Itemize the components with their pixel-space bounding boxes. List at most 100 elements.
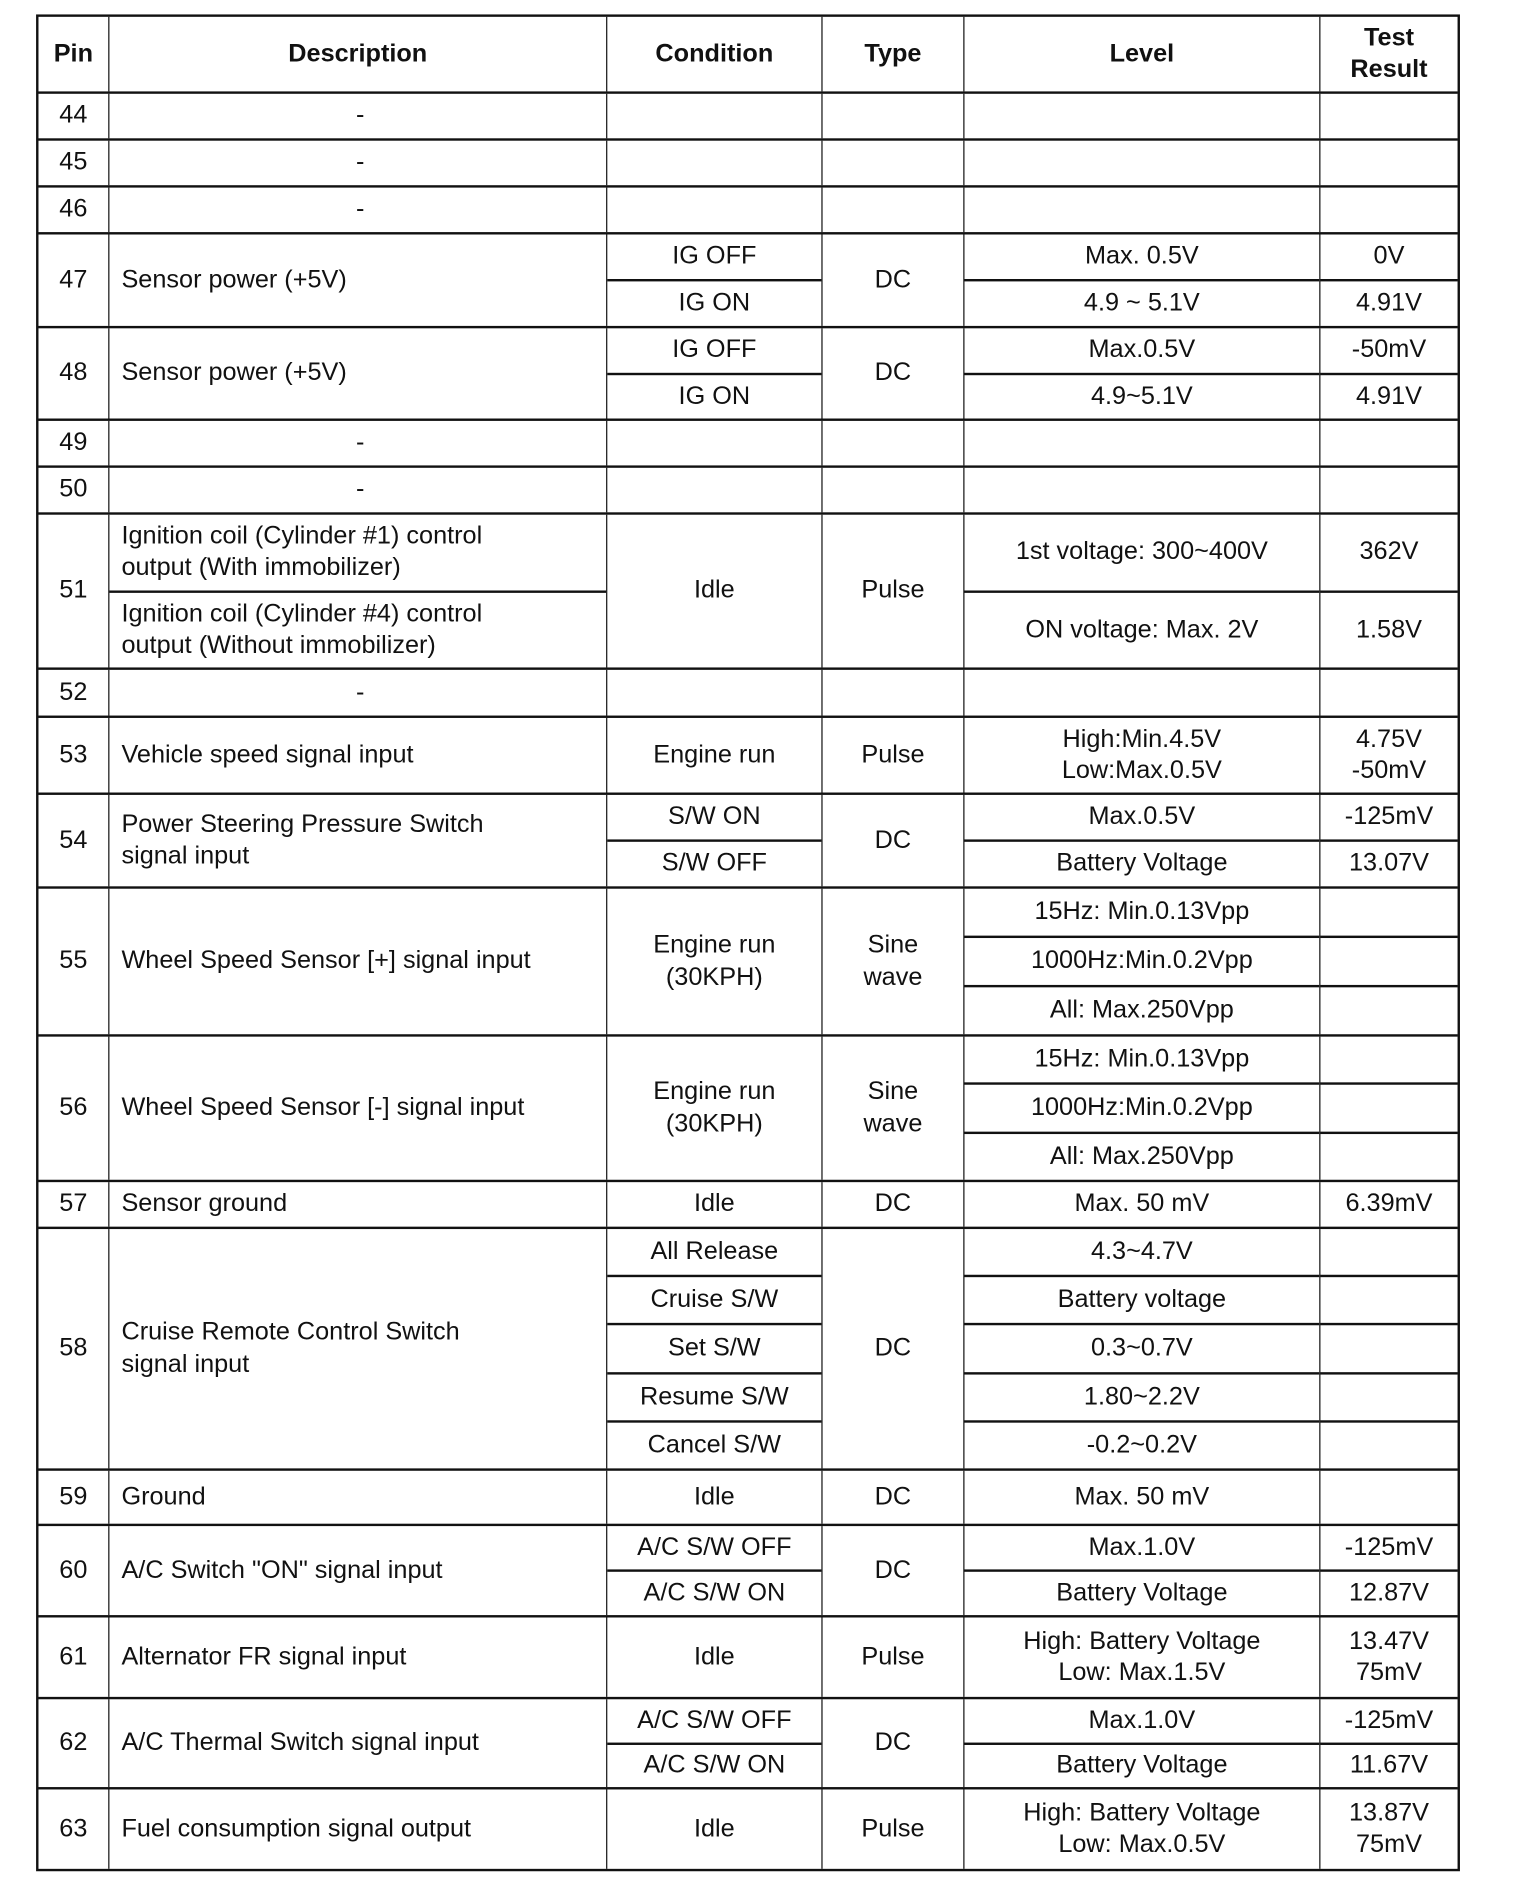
header-pin: Pin [53, 39, 93, 68]
test-result-cell [1320, 1037, 1458, 1086]
level-cell: All: Max.250Vpp [1049, 996, 1234, 1024]
level-cell: Max.1.0V [964, 1526, 1320, 1572]
level-cell: Max. 50 mV [1074, 1189, 1210, 1218]
type-cell: DC [874, 265, 912, 294]
table-row: 49 - [38, 420, 1458, 468]
level-column: 15Hz: Min.0.13Vpp 1000Hz:Min.0.2Vpp All: M… [964, 1036, 1321, 1180]
type-cell: DC [874, 1728, 912, 1757]
condition-cell: Cancel S/W [647, 1430, 782, 1459]
description-column: - [109, 467, 608, 513]
level-cell: All: Max.250Vpp [1049, 1142, 1234, 1170]
level-cell [964, 188, 1319, 232]
level-cell: Max.0.5V [964, 328, 1320, 375]
test-result-column: 4.75V -50mV [1320, 718, 1457, 793]
table-header: Pin Description Condition Type Level Tes… [38, 16, 1458, 94]
test-result-column [1320, 889, 1458, 1035]
description-cell: Ignition coil (Cylinder #1) control outp… [109, 515, 607, 593]
pin-cell: 50 [59, 475, 88, 504]
description-cell: A/C Thermal Switch signal input [121, 1728, 479, 1757]
description-column: Power Steering Pressure Switch signal in… [109, 794, 608, 887]
test-result-column: 362V 1.58V [1320, 515, 1458, 668]
test-result-cell [1320, 1277, 1458, 1326]
test-result-cell: -125mV [1320, 1699, 1458, 1745]
description-cell: Ground [121, 1482, 206, 1511]
level-cell: 15Hz: Min.0.13Vpp [964, 889, 1320, 939]
condition-column [607, 669, 823, 716]
level-column [964, 140, 1321, 186]
test-result-cell: 13.87V 75mV [1348, 1798, 1430, 1859]
pin-column: 56 [38, 1036, 110, 1180]
pin-cell: 46 [59, 195, 88, 223]
level-column: Max.1.0V Battery Voltage [964, 1526, 1321, 1616]
type-column: Pulse [823, 514, 965, 668]
level-column [964, 669, 1321, 716]
description-column: Fuel consumption signal output [109, 1789, 608, 1869]
description-column: Wheel Speed Sensor [+] signal input [109, 888, 608, 1035]
description-column: Vehicle speed signal input [109, 717, 608, 793]
pin-cell: 59 [59, 1482, 88, 1511]
description-cell: Cruise Remote Control Switch signal inpu… [121, 1318, 460, 1378]
condition-cell: Idle [693, 1642, 735, 1671]
type-cell [823, 670, 964, 716]
pin-column: 58 [38, 1229, 110, 1469]
type-column: DC [823, 328, 965, 419]
description-column: Ignition coil (Cylinder #1) control outp… [109, 514, 608, 668]
description-column: Ground [109, 1470, 608, 1524]
table-row: 46 - [38, 187, 1458, 235]
test-result-cell [1320, 468, 1457, 512]
test-result-cell: 4.75V -50mV [1351, 724, 1427, 785]
level-cell [964, 468, 1319, 512]
level-cell: Max.1.0V [964, 1699, 1320, 1745]
table-row: 50 - [38, 467, 1458, 515]
condition-cell: IG OFF [607, 328, 822, 375]
condition-column: Idle [607, 514, 823, 668]
pin-column: 46 [38, 187, 110, 233]
test-result-column: -125mV 12.87V [1320, 1526, 1458, 1615]
level-cell [964, 670, 1319, 716]
type-column [823, 140, 965, 186]
condition-cell: IG ON [678, 381, 751, 410]
description-column: A/C Switch "ON" signal input [109, 1526, 608, 1616]
level-cell: 4.9~5.1V [1090, 381, 1193, 410]
level-cell: -0.2~0.2V [1086, 1430, 1197, 1459]
test-result-cell: 13.47V 75mV [1348, 1626, 1430, 1687]
pin-column: 59 [38, 1470, 110, 1524]
table-body: 44 - 45 - 46 - 47 Sensor power (+5V) IG OFF IG ON… [38, 93, 1458, 1869]
test-result-cell [1320, 94, 1457, 138]
type-cell: Pulse [861, 740, 925, 769]
condition-cell: Engine run (30KPH) [653, 931, 776, 991]
type-cell [823, 421, 964, 465]
test-result-cell [1320, 141, 1457, 185]
level-column [964, 467, 1321, 513]
description-cell: - [355, 101, 365, 130]
pin-cell: 57 [59, 1189, 88, 1218]
test-result-cell: 0V [1320, 235, 1458, 282]
type-column [823, 420, 965, 466]
test-result-cell [1320, 188, 1457, 232]
condition-cell [607, 670, 821, 716]
pin-column: 52 [38, 669, 110, 716]
type-cell [823, 188, 964, 232]
condition-cell: All Release [607, 1229, 822, 1278]
description-cell: - [355, 428, 365, 457]
test-result-column: -50mV 4.91V [1320, 328, 1458, 418]
condition-cell: A/C S/W ON [643, 1578, 786, 1607]
type-cell: DC [874, 1189, 912, 1218]
table-row: 56 Wheel Speed Sensor [-] signal input Eng… [38, 1036, 1458, 1183]
test-result-column [1320, 141, 1457, 185]
type-column [823, 93, 965, 139]
pin-cell: 54 [59, 826, 88, 854]
description-column: Cruise Remote Control Switch signal inpu… [109, 1229, 608, 1469]
header-test-result: Test Result [1350, 23, 1428, 83]
test-result-cell [1320, 1422, 1457, 1468]
test-result-column: 6.39mV [1320, 1182, 1457, 1226]
condition-cell: Engine run (30KPH) [653, 1077, 776, 1138]
table-row: 48 Sensor power (+5V) IG OFF IG ON DC Max.0.5… [38, 328, 1458, 421]
condition-cell [607, 141, 821, 185]
table-row: 58 Cruise Remote Control Switch signal in… [38, 1229, 1458, 1471]
condition-cell: Idle [693, 1189, 735, 1218]
condition-column: S/W ON S/W OFF [607, 794, 823, 887]
pin-cell: 49 [59, 428, 88, 457]
level-cell [964, 421, 1319, 465]
condition-column [607, 93, 823, 139]
